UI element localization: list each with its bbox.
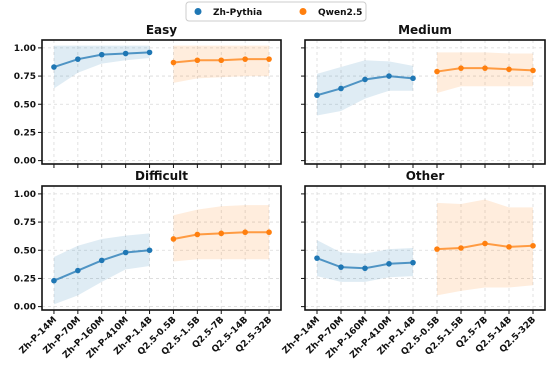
confidence-band [173,45,270,83]
data-point [218,230,225,237]
series-qwen2-5 [170,205,272,262]
data-point [338,85,344,92]
y-tick-label: 0.75 [14,218,36,228]
data-point [338,264,344,270]
data-point [122,249,129,256]
series-zh-pythia [314,240,416,282]
legend-frame [185,1,367,22]
data-point [75,267,81,274]
panel-title: Easy [146,23,177,37]
data-point [434,68,440,75]
data-point [266,56,272,62]
axes-frame [41,39,282,165]
data-point [242,56,248,62]
data-point [75,56,81,62]
confidence-band [53,45,150,89]
legend-label: Qwen2.5 [318,8,362,18]
confidence-band [317,240,413,282]
legend-marker [299,8,307,15]
data-point [98,51,105,58]
axes-frame [41,185,282,311]
y-tick-label: 0.25 [14,128,36,138]
series-qwen2-5 [434,199,536,296]
data-point [170,59,177,66]
y-tick-label: 1.00 [14,190,36,200]
data-point [146,247,153,254]
y-tick-label: 0.50 [14,246,36,256]
data-point [242,229,248,236]
data-point [410,75,416,82]
data-point [194,57,201,64]
panel-difficult: Difficult0.000.250.500.751.00Zh-P-14MZh-… [14,169,282,361]
y-tick-label: 0.75 [14,72,36,82]
panel-title: Medium [398,23,452,37]
data-point [482,65,488,71]
legend: Zh-Pythia Qwen2.5 [185,1,367,22]
panel-other: OtherZh-P-14MZh-P-70MZh-P-160MZh-P-410MZ… [281,169,546,361]
y-tick-label: 0.50 [14,100,36,110]
data-point [386,260,392,267]
panel-easy: Easy 0.00 0.25 0.50 0.75 1.00 [14,23,282,168]
panel-title: Other [406,169,445,183]
data-point [51,64,57,70]
data-point [530,67,536,74]
data-point [51,277,57,284]
data-point [218,57,225,64]
data-point [362,265,368,272]
series-zh-pythia [314,60,416,116]
axes-frame [304,185,546,311]
panel-medium: Medium [301,23,546,168]
data-point [506,66,512,73]
data-point [314,92,320,99]
confidence-band [53,233,150,305]
series-qwen2-5 [434,52,536,93]
legend-label: Zh-Pythia [213,8,262,18]
confidence-band [437,199,533,296]
data-point [98,257,105,264]
y-tick-label: 0.00 [14,157,36,167]
data-point [434,246,440,252]
data-point [458,65,464,71]
series-zh-pythia [51,233,153,305]
y-tick-label: 0.25 [14,274,36,284]
series-qwen2-5 [170,45,272,83]
series-zh-pythia [51,45,153,89]
data-point [146,49,153,56]
y-tick-label: 1.00 [14,44,36,54]
legend-marker [194,8,202,15]
data-point [266,229,272,236]
data-point [530,242,536,249]
data-point [386,73,392,79]
axes-frame [304,39,546,165]
data-point [458,245,464,251]
confidence-band [437,52,533,93]
data-point [482,240,488,247]
data-point [194,231,201,238]
panels: Easy 0.00 0.25 0.50 0.75 1.00 Medium Difficult 0… [14,23,546,361]
data-point [362,76,368,83]
y-tick-label: 0.00 [14,303,36,313]
data-point [122,50,129,57]
data-point [506,244,512,250]
data-point [314,255,320,261]
data-point [170,236,177,242]
panel-title: Difficult [135,169,188,183]
data-point [410,259,416,266]
